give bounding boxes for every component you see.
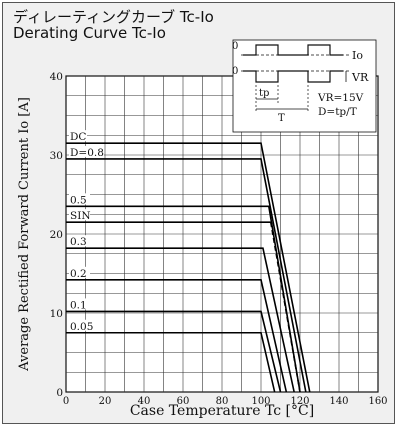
x-tick-label: 160 xyxy=(368,396,387,407)
inset-io-label: Io xyxy=(352,49,363,62)
series-line xyxy=(66,310,282,393)
y-axis-label: Average Rectified Forward Current Io [A] xyxy=(17,97,32,372)
inset-t-label: T xyxy=(278,113,285,124)
x-tick-label: 100 xyxy=(251,396,270,407)
chart-frame: ディレーティングカーブ Tc-Io Derating Curve Tc-Io 0… xyxy=(2,2,395,424)
chart-title-jp: ディレーティングカーブ Tc-Io xyxy=(13,8,214,26)
series-line xyxy=(66,247,295,393)
series-label-bg xyxy=(69,319,97,331)
series-line xyxy=(66,331,276,393)
x-axis-label: Case Temperature Tc [°C] xyxy=(130,403,314,419)
series-label: 0.5 xyxy=(70,194,87,206)
series-line xyxy=(66,279,288,393)
series-label: D=0.8 xyxy=(70,147,104,159)
x-tick-label: 140 xyxy=(329,396,348,407)
series-label: SIN xyxy=(70,210,91,222)
x-tick-label: 0 xyxy=(63,396,69,407)
series-label-bg xyxy=(69,298,90,310)
series-label: 0.05 xyxy=(70,321,93,333)
series-line xyxy=(66,142,311,393)
series-label: 0.1 xyxy=(70,299,87,311)
inset-zero-top: 0 xyxy=(232,41,238,52)
series-label-bg xyxy=(69,145,104,157)
inset-vr-equation: VR=15V xyxy=(317,92,364,104)
series-line-dashed xyxy=(269,222,301,393)
y-tick-label: 20 xyxy=(50,229,63,241)
x-tick-label: 80 xyxy=(216,396,229,407)
y-tick-label: 30 xyxy=(50,150,63,162)
series-label-bg xyxy=(69,193,90,205)
series-label: 0.2 xyxy=(70,268,87,280)
pulse-waveform-inset: 0 0 Io VR tp T VR=15V D=tp/T xyxy=(232,39,377,133)
series-label-bg xyxy=(69,130,87,142)
inset-d-equation: D=tp/T xyxy=(318,106,357,118)
inset-zero-bottom: 0 xyxy=(232,66,238,77)
series-line xyxy=(66,158,307,393)
chart-title: Derating Curve Tc-Io xyxy=(13,24,166,42)
y-tick-label: 0 xyxy=(56,387,63,399)
x-tick-label: 40 xyxy=(138,396,151,407)
x-tick-label: 20 xyxy=(99,396,112,407)
chart-plot: 0 20 40 60 80 100 120 140 160 0 10 20 30 40 DC D=0.8 0.… xyxy=(17,39,388,419)
inset-tp-label: tp xyxy=(259,88,269,99)
y-tick-label: 10 xyxy=(50,308,63,320)
series-label-bg xyxy=(69,235,90,247)
series-label-bg xyxy=(69,266,90,278)
y-tick-label: 40 xyxy=(50,71,63,83)
inset-vr-label: VR xyxy=(351,71,369,84)
series-label: DC xyxy=(70,131,86,143)
series-label: 0.3 xyxy=(70,236,87,248)
series-label-bg xyxy=(69,209,90,221)
series-line xyxy=(66,205,301,393)
x-tick-label: 60 xyxy=(177,396,190,407)
x-tick-label: 120 xyxy=(290,396,309,407)
grid-lines xyxy=(66,76,378,392)
